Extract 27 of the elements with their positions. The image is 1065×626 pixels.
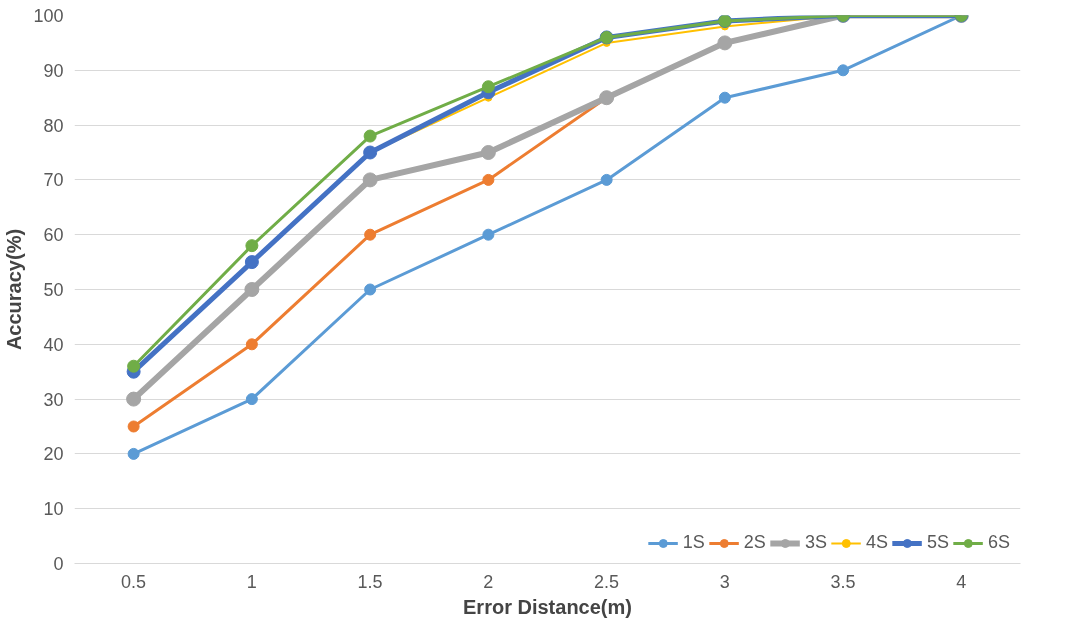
y-tick-label: 50 (43, 280, 64, 300)
x-axis-title: Error Distance(m) (463, 595, 632, 618)
legend-label: 2S (743, 532, 766, 553)
y-tick-label: 10 (43, 499, 64, 520)
y-tick-label: 0 (53, 554, 64, 574)
y-tick-label: 70 (43, 170, 64, 191)
x-tick-label: 1 (246, 571, 257, 592)
y-tick-label: 30 (43, 389, 64, 410)
legend-label: 5S (926, 532, 949, 553)
legend-label: 3S (804, 532, 827, 553)
y-axis-title: Accuracy(%) (3, 228, 26, 351)
legend-label: 4S (865, 532, 888, 553)
x-tick-label: 3 (719, 571, 730, 592)
y-tick-label: 80 (43, 115, 64, 136)
y-tick-label: 100 (33, 6, 64, 26)
x-tick-label: 0.5 (121, 571, 147, 592)
x-tick-label: 3.5 (830, 571, 856, 592)
x-tick-label: 1.5 (357, 571, 383, 592)
legend-label: 6S (987, 532, 1010, 553)
x-tick-label: 2 (483, 571, 494, 592)
y-tick-label: 60 (43, 225, 64, 246)
x-tick-label: 4 (956, 571, 967, 592)
legend-label: 1S (682, 532, 705, 553)
y-tick-label: 90 (43, 60, 64, 81)
y-tick-label: 20 (43, 444, 64, 465)
x-tick-label: 2.5 (594, 571, 620, 592)
y-tick-label: 40 (43, 334, 64, 355)
